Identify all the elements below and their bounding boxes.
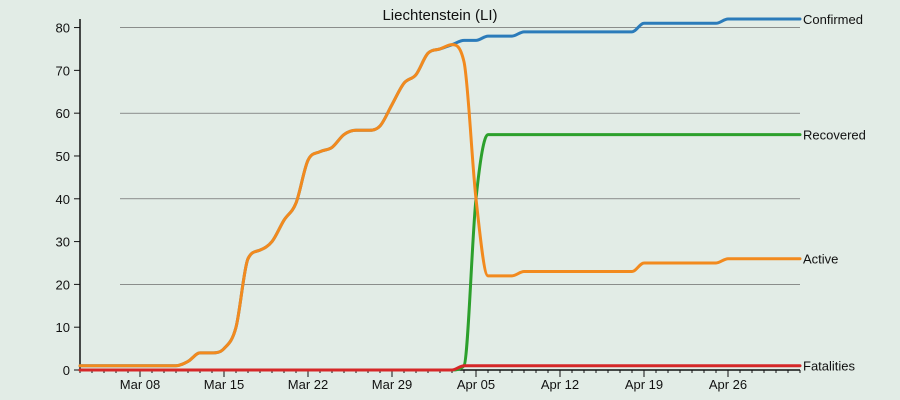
axes: 0 10 20 30 40 50 60 70 80 Mar 08 Mar 15 Mar 22 Mar 2… [56,19,801,392]
series-line-active [78,43,802,368]
chart-title: Liechtenstein (LI) [382,7,497,24]
series-line-fatalities [78,364,802,372]
grid-lines [120,27,800,285]
series-line-confirmed [78,17,802,368]
y-tick-label: 70 [56,63,70,78]
series-label-active: Active [803,252,838,267]
y-tick-label: 50 [56,149,70,164]
x-tick-label: Apr 19 [625,377,663,392]
x-tick-label: Apr 12 [541,377,579,392]
y-tick-label: 80 [56,21,70,36]
x-tick-label: Mar 22 [288,377,328,392]
series-lines [78,17,802,372]
series-label-confirmed: Confirmed [803,12,863,27]
x-tick-label: Mar 29 [372,377,412,392]
series-line-recovered [78,133,802,372]
series-label-fatalities: Fatalities [803,359,856,374]
x-tick-label: Mar 15 [204,377,244,392]
y-tick-label: 20 [56,277,70,292]
y-tick-label: 40 [56,192,70,207]
x-tick-label: Apr 26 [709,377,747,392]
x-tick-label: Mar 08 [120,377,160,392]
y-tick-label: 60 [56,106,70,121]
x-tick-label: Apr 05 [457,377,495,392]
y-tick-label: 10 [56,320,70,335]
y-tick-label: 30 [56,235,70,250]
series-labels: Confirmed Recovered Active Fatalities [803,12,866,374]
series-label-recovered: Recovered [803,128,866,143]
y-tick-label: 0 [63,363,70,378]
